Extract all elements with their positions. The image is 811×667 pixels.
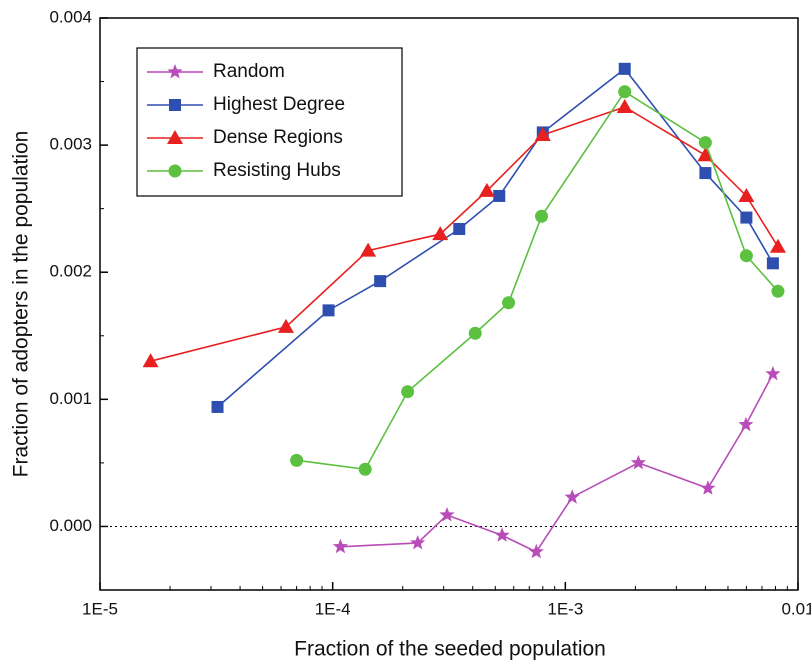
data-point: [277, 318, 294, 333]
x-tick-label: 1E-5: [82, 599, 118, 618]
legend-marker: [167, 64, 183, 79]
data-point: [740, 211, 753, 224]
data-point: [322, 304, 335, 317]
y-tick-label: 0.004: [49, 7, 92, 26]
data-point: [401, 385, 415, 399]
data-point: [739, 249, 753, 263]
data-point: [771, 284, 785, 298]
data-point: [478, 182, 495, 197]
data-point: [699, 167, 712, 180]
x-tick-label: 1E-4: [315, 599, 351, 618]
data-point: [766, 257, 779, 270]
data-point: [439, 507, 455, 522]
legend-label: Resisting Hubs: [213, 160, 341, 181]
legend-marker: [169, 99, 181, 111]
data-point: [468, 326, 482, 340]
data-point: [332, 538, 349, 554]
data-point: [502, 296, 516, 310]
data-point: [630, 454, 646, 470]
series-line: [340, 373, 774, 553]
data-point: [769, 238, 786, 253]
data-point: [698, 136, 712, 150]
legend-marker: [167, 130, 183, 144]
y-tick-label: 0.002: [49, 262, 92, 281]
data-point: [738, 416, 754, 432]
data-point: [697, 147, 714, 162]
data-point: [494, 527, 510, 542]
data-point: [535, 209, 549, 223]
data-point: [360, 242, 377, 257]
data-point: [618, 85, 632, 99]
legend-marker: [168, 164, 182, 178]
data-point: [564, 489, 580, 504]
series-line: [150, 106, 779, 362]
data-point: [493, 189, 506, 202]
x-tick-label: 0.01: [781, 599, 811, 618]
data-point: [765, 365, 781, 381]
legend: Random Highest Degree Dense Regions Resisti…: [136, 47, 403, 197]
legend-label: Random: [213, 61, 285, 82]
y-axis-title: Fraction of adopters in the population: [10, 131, 33, 478]
legend-label: Highest Degree: [213, 94, 345, 115]
data-point: [142, 353, 159, 368]
data-point: [700, 480, 716, 495]
data-point: [410, 535, 426, 550]
data-point: [211, 400, 224, 413]
data-point: [616, 98, 633, 113]
data-point: [453, 223, 466, 236]
data-point: [290, 453, 304, 467]
data-point: [738, 187, 755, 202]
x-tick-label: 1E-3: [547, 599, 583, 618]
data-point: [618, 62, 631, 75]
series-line: [217, 67, 774, 408]
plot-frame: [99, 17, 799, 591]
data-point: [432, 226, 449, 241]
data-point: [528, 543, 544, 559]
y-tick-label: 0.000: [49, 516, 92, 535]
series-line: [296, 90, 779, 471]
data-point: [374, 275, 387, 288]
data-point: [358, 462, 372, 476]
y-tick-label: 0.001: [49, 389, 92, 408]
y-tick-label: 0.003: [49, 135, 92, 154]
legend-label: Dense Regions: [213, 127, 343, 148]
data-point: [534, 126, 551, 141]
x-axis-title: Fraction of the seeded population: [294, 638, 606, 661]
